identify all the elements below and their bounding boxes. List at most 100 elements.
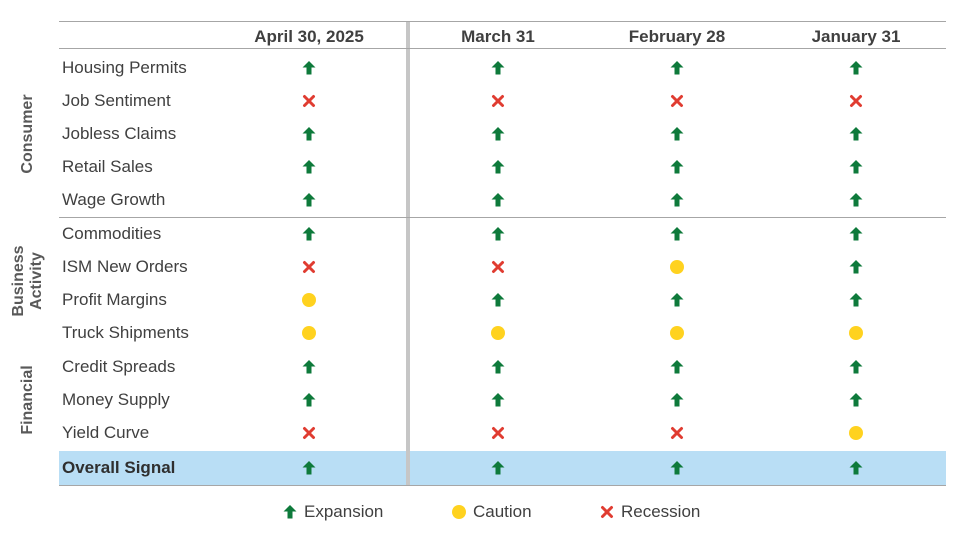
expansion-icon [670,127,684,141]
expansion-icon [491,293,505,307]
expansion-signal [848,159,864,175]
expansion-icon [302,160,316,174]
expansion-signal [669,60,685,76]
expansion-signal [490,359,506,375]
expansion-signal [669,226,685,242]
consumer-group-divider [59,217,946,218]
overall-expansion-signal [848,460,864,476]
expansion-signal [301,192,317,208]
expansion-signal [301,60,317,76]
expansion-icon [491,461,505,475]
expansion-icon [491,360,505,374]
caution-signal [669,325,685,341]
legend-item-recession: Recession [599,501,700,523]
recession-icon [601,506,613,518]
column-separator [406,21,410,486]
expansion-signal [848,359,864,375]
expansion-signal [848,292,864,308]
expansion-signal [490,159,506,175]
recession-signal [848,93,864,109]
expansion-icon [849,461,863,475]
row-label: Commodities [62,224,162,243]
recession-icon [492,95,504,107]
recession-legend-symbol [599,504,615,520]
expansion-signal [848,126,864,142]
expansion-icon [302,227,316,241]
expansion-icon [302,393,316,407]
caution-icon [491,326,505,340]
expansion-icon [670,227,684,241]
caution-signal [301,292,317,308]
caution-legend-symbol [451,504,467,520]
expansion-icon [670,393,684,407]
caution-icon [670,260,684,274]
row-label: Credit Spreads [62,357,176,376]
expansion-icon [849,260,863,274]
expansion-icon [491,393,505,407]
caution-signal [848,425,864,441]
table-bottom-line [59,485,946,486]
row-label: Job Sentiment [62,91,171,110]
recession-icon [303,427,315,439]
caution-icon [302,326,316,340]
expansion-signal [301,226,317,242]
expansion-signal [301,159,317,175]
expansion-signal [490,126,506,142]
expansion-signal [669,292,685,308]
expansion-icon [670,160,684,174]
expansion-signal [490,226,506,242]
caution-signal [301,325,317,341]
legend-label: Recession [621,502,701,521]
expansion-signal [669,192,685,208]
expansion-signal [301,392,317,408]
row-label: Money Supply [62,390,170,409]
row-label: Jobless Claims [62,124,177,143]
expansion-icon [302,127,316,141]
expansion-legend-symbol [282,504,298,520]
header-top-line [59,21,946,22]
expansion-icon [670,360,684,374]
recession-signal [490,425,506,441]
expansion-icon [849,127,863,141]
recession-icon [850,95,862,107]
expansion-icon [491,160,505,174]
recession-icon [303,261,315,273]
expansion-signal [848,392,864,408]
row-label: Housing Permits [62,58,187,77]
recession-signal [301,259,317,275]
group-label-line: Business [10,245,27,317]
expansion-signal [490,192,506,208]
overall-expansion-signal [490,460,506,476]
group-label-line: Activity [28,252,45,310]
group-label-line: Financial [19,365,36,435]
caution-icon [849,326,863,340]
recession-icon [492,427,504,439]
overall-signal-band [59,451,946,485]
column-header: April 30, 2025 [254,27,364,46]
group-label-line: Consumer [19,94,36,174]
expansion-signal [301,359,317,375]
overall-expansion-signal [669,460,685,476]
expansion-icon [491,127,505,141]
caution-signal [669,259,685,275]
expansion-signal [490,392,506,408]
header-bottom-line [59,48,946,49]
expansion-icon [849,227,863,241]
expansion-signal [848,259,864,275]
legend-item-caution: Caution [451,501,532,523]
overall-signal-label: Overall Signal [62,458,176,477]
caution-signal [848,325,864,341]
caution-icon [670,326,684,340]
recession-signal [490,259,506,275]
recession-signal [669,425,685,441]
expansion-icon [670,61,684,75]
expansion-icon [849,360,863,374]
recession-icon [671,95,683,107]
legend-item-expansion: Expansion [282,501,383,523]
legend-label: Expansion [304,502,384,521]
column-header: March 31 [461,27,535,46]
recession-signal [301,93,317,109]
group-label: Financial [19,365,37,434]
recession-icon [671,427,683,439]
